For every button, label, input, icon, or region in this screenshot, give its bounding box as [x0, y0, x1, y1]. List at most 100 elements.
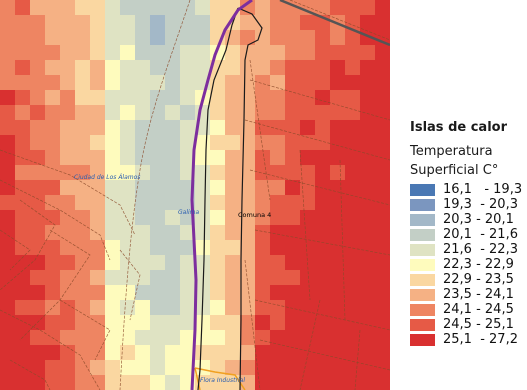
temperature-cell [330, 75, 346, 91]
legend: Islas de calor Temperatura Superficial C… [408, 120, 527, 347]
temperature-cell [240, 375, 256, 390]
temperature-cell [375, 240, 390, 256]
temperature-cell [255, 360, 271, 376]
temperature-cell [270, 255, 286, 271]
temperature-cell [90, 90, 106, 106]
temperature-cell [75, 270, 91, 286]
legend-swatch [410, 288, 435, 301]
temperature-cell [90, 120, 106, 136]
legend-item: 24,5 - 25,1 [408, 317, 527, 332]
temperature-cell [120, 330, 136, 346]
temperature-cell [255, 240, 271, 256]
temperature-cell [345, 120, 361, 136]
temperature-cell [105, 15, 121, 31]
temperature-cell [60, 270, 76, 286]
temperature-cell [375, 225, 390, 241]
temperature-cell [150, 60, 166, 76]
temperature-cell [360, 315, 376, 331]
highway-road [279, 0, 390, 47]
temperature-cell [240, 345, 256, 361]
temperature-cell [90, 360, 106, 376]
temperature-cell [375, 180, 390, 196]
temperature-cell [240, 180, 256, 196]
temperature-cell [90, 195, 106, 211]
map-label-galima: Galima [178, 209, 200, 216]
temperature-cell [285, 75, 301, 91]
temperature-cell [180, 225, 196, 241]
temperature-cell [30, 240, 46, 256]
heat-map[interactable]: Ciudad de Los Álamos Galima Comuna 4 Flo… [0, 0, 390, 390]
temperature-cell [330, 45, 346, 61]
temperature-cell [300, 225, 316, 241]
temperature-cell [225, 60, 241, 76]
temperature-cell [30, 195, 46, 211]
temperature-cell [135, 180, 151, 196]
temperature-cell [0, 315, 16, 331]
temperature-cell [60, 330, 76, 346]
temperature-cell [285, 105, 301, 121]
temperature-cell [60, 360, 76, 376]
temperature-cell [0, 285, 16, 301]
temperature-cell [315, 270, 331, 286]
temperature-cell [210, 255, 226, 271]
temperature-cell [360, 195, 376, 211]
temperature-cell [150, 45, 166, 61]
temperature-cell [240, 360, 256, 376]
temperature-cell [195, 150, 211, 166]
temperature-cell [165, 165, 181, 181]
temperature-cell [180, 315, 196, 331]
temperature-cell [135, 15, 151, 31]
temperature-cell [240, 210, 256, 226]
temperature-cell [30, 0, 46, 16]
temperature-cell [360, 15, 376, 31]
temperature-cell [15, 180, 31, 196]
temperature-cell [0, 60, 16, 76]
temperature-cell [195, 0, 211, 16]
temperature-cell [195, 45, 211, 61]
temperature-cell [0, 360, 16, 376]
temperature-cell [195, 360, 211, 376]
temperature-cell [300, 135, 316, 151]
temperature-cell [30, 135, 46, 151]
temperature-cell [285, 15, 301, 31]
temperature-cell [165, 225, 181, 241]
temperature-cell [135, 330, 151, 346]
temperature-cell [255, 75, 271, 91]
temperature-cell [15, 60, 31, 76]
temperature-cell [165, 375, 181, 390]
legend-swatch [410, 228, 435, 241]
temperature-cell [315, 105, 331, 121]
temperature-cell [360, 105, 376, 121]
temperature-cell [255, 30, 271, 46]
temperature-cell [255, 45, 271, 61]
temperature-cell [240, 240, 256, 256]
temperature-cell [240, 45, 256, 61]
temperature-cell [360, 255, 376, 271]
temperature-cell [165, 315, 181, 331]
temperature-cell [120, 360, 136, 376]
temperature-cell [60, 195, 76, 211]
temperature-cell [270, 90, 286, 106]
temperature-cell [225, 180, 241, 196]
temperature-cell [30, 165, 46, 181]
temperature-cell [60, 75, 76, 91]
temperature-cell [300, 60, 316, 76]
temperature-cell [255, 375, 271, 390]
temperature-cell [45, 165, 61, 181]
temperature-cell [255, 300, 271, 316]
temperature-cell [165, 240, 181, 256]
temperature-cell [330, 180, 346, 196]
temperature-cell [345, 195, 361, 211]
temperature-cell [165, 255, 181, 271]
temperature-cell [180, 90, 196, 106]
temperature-cell [165, 0, 181, 16]
temperature-cell [75, 300, 91, 316]
temperature-cell [120, 75, 136, 91]
temperature-cell [225, 165, 241, 181]
temperature-cell [330, 225, 346, 241]
temperature-cell [30, 375, 46, 390]
temperature-cell [105, 315, 121, 331]
temperature-cell [195, 225, 211, 241]
temperature-cell [135, 150, 151, 166]
temperature-cell [165, 60, 181, 76]
